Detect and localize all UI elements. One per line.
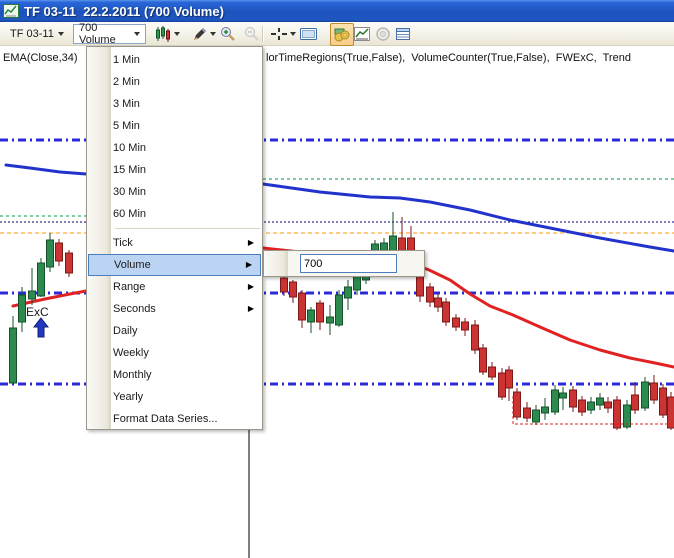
coins-icon xyxy=(334,28,350,41)
chevron-down-icon xyxy=(134,32,140,36)
menu-item-label: 1 Min xyxy=(113,54,140,66)
menu-item-10-min[interactable]: 10 Min xyxy=(87,137,262,159)
menu-item-seconds[interactable]: Seconds ▶ xyxy=(87,298,262,320)
interval-menu: 1 Min 2 Min 3 Min 5 Min 10 Min 15 Min 30 Min 60… xyxy=(86,46,263,430)
exc-label: ExC xyxy=(26,305,49,319)
popup-gutter xyxy=(264,251,288,276)
menu-item-label: 10 Min xyxy=(113,142,147,154)
indicator-label-right: lorTimeRegions(True,False), VolumeCounte… xyxy=(266,52,631,64)
range-box xyxy=(512,396,674,425)
menu-item-3-min[interactable]: 3 Min xyxy=(87,93,262,115)
menu-item-label: Weekly xyxy=(113,347,149,359)
menu-item-15-min[interactable]: 15 Min xyxy=(87,159,262,181)
candlestick-icon xyxy=(156,26,170,42)
instrument-dropdown-button[interactable]: TF 03-11 xyxy=(4,24,70,44)
menu-item-yearly[interactable]: Yearly xyxy=(87,386,262,408)
chart-style-button[interactable] xyxy=(152,24,182,44)
interval-dropdown-button[interactable]: 700 Volume xyxy=(73,22,146,46)
menu-item-format-data-series[interactable]: Format Data Series... xyxy=(87,408,262,430)
refresh-button-disabled[interactable] xyxy=(372,24,394,44)
menu-item-label: 60 Min xyxy=(113,208,147,220)
menu-separator xyxy=(115,228,260,229)
menu-item-60-min[interactable]: 60 Min xyxy=(87,203,262,225)
cursor-mode-button[interactable] xyxy=(268,24,298,44)
snapshot-icon xyxy=(300,28,317,40)
menu-item-weekly[interactable]: Weekly xyxy=(87,342,262,364)
menu-item-label: Tick xyxy=(113,237,133,249)
menu-item-label: 3 Min xyxy=(113,98,140,110)
submenu-arrow-icon: ▶ xyxy=(247,282,254,291)
menu-item-label: Seconds xyxy=(113,303,156,315)
data-grid-button[interactable] xyxy=(392,24,414,44)
interval-label: 700 Volume xyxy=(79,22,116,46)
volume-value-input[interactable] xyxy=(300,254,397,273)
data-grid-icon xyxy=(396,28,410,40)
toolbar-separator xyxy=(262,26,263,42)
menu-item-label: 15 Min xyxy=(113,164,147,176)
zoom-in-button[interactable] xyxy=(217,24,239,44)
menu-gutter xyxy=(87,47,111,429)
chevron-down-icon xyxy=(290,32,296,36)
zoom-out-icon xyxy=(245,27,259,41)
menu-item-label: Yearly xyxy=(113,391,144,403)
disabled-circle-icon xyxy=(376,27,390,41)
mini-chart-icon xyxy=(354,27,370,41)
drawing-tools-button[interactable] xyxy=(189,24,218,44)
menu-item-volume[interactable]: Volume ▶ xyxy=(88,254,261,276)
app-icon xyxy=(3,3,19,19)
menu-item-monthly[interactable]: Monthly xyxy=(87,364,262,386)
volume-value-popup xyxy=(263,250,425,277)
volume-counter-toggle-button[interactable] xyxy=(330,23,354,46)
menu-item-list: 1 Min 2 Min 3 Min 5 Min 10 Min 15 Min 30 Min 60… xyxy=(87,49,262,430)
zoom-out-button[interactable] xyxy=(241,24,263,44)
menu-item-2-min[interactable]: 2 Min xyxy=(87,71,262,93)
menu-item-label: Daily xyxy=(113,325,138,337)
chevron-down-icon xyxy=(174,32,180,36)
up-arrow-icon xyxy=(32,317,50,338)
chevron-down-icon xyxy=(210,32,216,36)
submenu-arrow-icon: ▶ xyxy=(247,238,254,247)
zoom-in-icon xyxy=(221,27,235,41)
menu-item-tick[interactable]: Tick ▶ xyxy=(87,232,262,254)
instrument-label: TF 03-11 xyxy=(10,28,54,40)
submenu-arrow-icon: ▶ xyxy=(245,260,252,269)
menu-item-label: Range xyxy=(113,281,146,293)
toolbar: TF 03-11 700 Volume xyxy=(0,22,674,46)
exc-annotation: ExC xyxy=(26,305,50,338)
crosshair-icon xyxy=(271,28,287,40)
menu-item-label: 5 Min xyxy=(113,120,140,132)
window-title: TF 03-11 22.2.2011 (700 Volume) xyxy=(24,3,224,19)
pencil-icon xyxy=(194,27,206,40)
menu-item-label: 30 Min xyxy=(113,186,147,198)
submenu-arrow-icon: ▶ xyxy=(247,304,254,313)
menu-item-daily[interactable]: Daily xyxy=(87,320,262,342)
menu-item-5-min[interactable]: 5 Min xyxy=(87,115,262,137)
snapshot-button[interactable] xyxy=(297,24,320,44)
menu-item-label: Volume xyxy=(114,259,151,271)
menu-item-label: Monthly xyxy=(113,369,152,381)
menu-item-label: Format Data Series... xyxy=(113,413,218,425)
menu-item-30-min[interactable]: 30 Min xyxy=(87,181,262,203)
menu-item-1-min[interactable]: 1 Min xyxy=(87,49,262,71)
title-bar: TF 03-11 22.2.2011 (700 Volume) xyxy=(0,0,674,22)
mini-chart-button[interactable] xyxy=(351,24,373,44)
menu-item-range[interactable]: Range ▶ xyxy=(87,276,262,298)
menu-item-label: 2 Min xyxy=(113,76,140,88)
chevron-down-icon xyxy=(57,32,64,36)
indicator-label-left: EMA(Close,34) xyxy=(3,52,78,64)
